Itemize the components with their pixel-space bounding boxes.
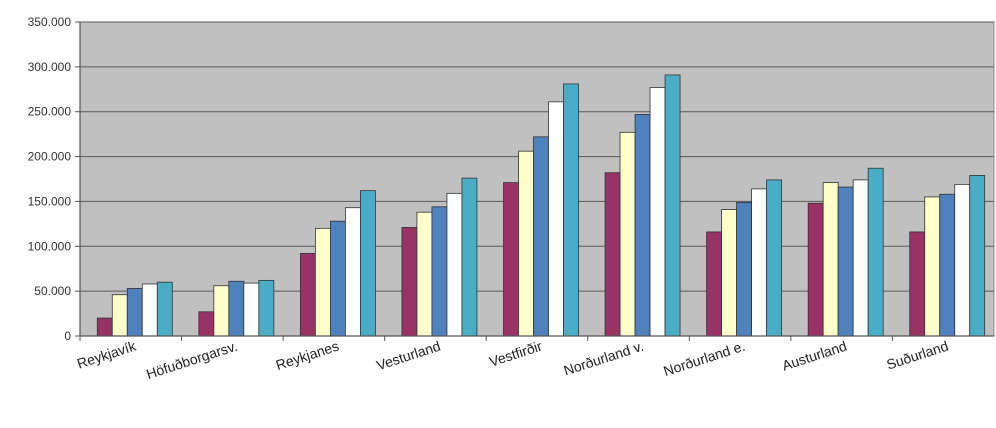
bar (852, 179, 869, 337)
x-tick-label: Austurland (780, 338, 849, 374)
bar (619, 131, 636, 337)
bar (299, 253, 316, 337)
bar (766, 179, 783, 337)
axes (79, 22, 994, 341)
bar (969, 175, 986, 337)
bar (228, 280, 245, 337)
bar (141, 283, 158, 337)
y-tick-label: 0 (64, 329, 71, 343)
bar (563, 83, 579, 337)
bar (706, 231, 723, 337)
x-tick-label: Vesturland (374, 338, 442, 374)
bar (822, 182, 839, 337)
bar (518, 150, 534, 337)
x-tick-label: Reykjanes (274, 338, 341, 373)
bar (359, 190, 376, 337)
bar (807, 202, 824, 337)
bar (837, 186, 854, 337)
bar (721, 209, 738, 337)
y-tick-label: 300.000 (28, 60, 72, 74)
bar (401, 227, 418, 337)
bar (634, 114, 651, 337)
y-tick-label: 100.000 (28, 239, 72, 253)
y-tick-label: 350.000 (28, 15, 72, 29)
bar (649, 87, 666, 337)
bar (736, 201, 753, 337)
x-tick-label: Norðurland v. (562, 338, 646, 379)
x-tick-label: Höfuðborgarsv. (144, 338, 239, 382)
bar (533, 136, 549, 337)
bar (344, 207, 361, 337)
bar (909, 231, 926, 337)
x-tick-label: Suðurland (885, 338, 951, 373)
bar (416, 211, 433, 337)
bar (126, 288, 143, 337)
bar (867, 167, 884, 337)
bar (243, 282, 260, 337)
bar (431, 206, 448, 337)
bar (314, 227, 331, 337)
bar (156, 281, 173, 337)
x-tick-label: Norðurland e. (661, 338, 747, 379)
x-tick-labels: Reykjavík Höfuðborgarsv. Reykjanes Vesturla… (75, 337, 950, 382)
bar (461, 177, 478, 337)
x-tick-label: Vestfirðir (487, 338, 544, 370)
bar (604, 172, 621, 337)
bar (924, 196, 941, 337)
y-tick-label: 150.000 (28, 194, 72, 208)
bars (96, 74, 986, 337)
y-tick-label: 50.000 (34, 284, 71, 298)
bar (751, 188, 768, 337)
bar (198, 311, 215, 337)
y-tick-label: 250.000 (28, 105, 72, 119)
bar (96, 317, 113, 337)
bar (939, 193, 956, 337)
bar (329, 220, 346, 337)
bar (664, 74, 681, 337)
bar (548, 101, 564, 337)
y-tick-labels: 0 50.000 100.000 150.000 200.000 250.000 300.0… (28, 15, 72, 343)
bar (503, 182, 519, 337)
bar (213, 285, 230, 337)
x-tick-label: Reykjavík (75, 337, 139, 371)
bar (258, 279, 275, 337)
bar (111, 294, 128, 337)
y-tick-label: 200.000 (28, 150, 72, 164)
bar (954, 183, 971, 337)
bar (446, 192, 463, 337)
